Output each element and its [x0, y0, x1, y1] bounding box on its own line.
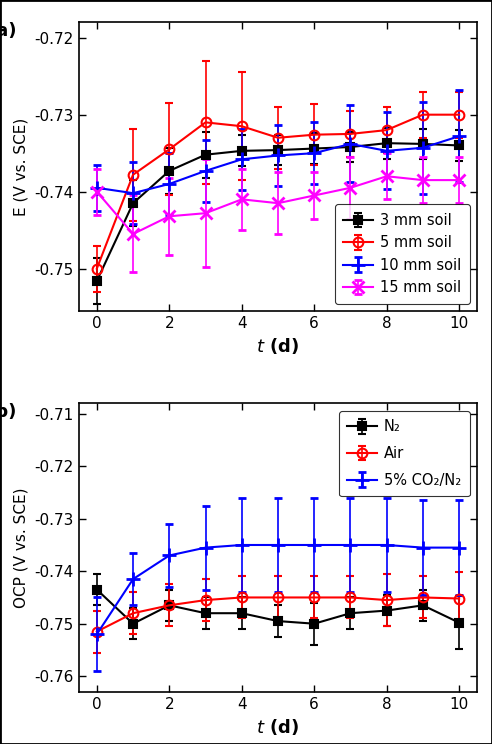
Y-axis label: E (V vs. SCE): E (V vs. SCE) [14, 118, 29, 216]
Text: (b): (b) [0, 403, 17, 421]
Text: (a): (a) [0, 22, 17, 40]
X-axis label: $\mathit{t}$ (d): $\mathit{t}$ (d) [256, 336, 300, 356]
Legend: N₂, Air, 5% CO₂/N₂: N₂, Air, 5% CO₂/N₂ [338, 411, 470, 496]
Legend: 3 mm soil, 5 mm soil, 10 mm soil, 15 mm soil: 3 mm soil, 5 mm soil, 10 mm soil, 15 mm … [335, 205, 470, 304]
Y-axis label: OCP (V vs. SCE): OCP (V vs. SCE) [14, 487, 29, 608]
X-axis label: $\mathit{t}$ (d): $\mathit{t}$ (d) [256, 717, 300, 737]
